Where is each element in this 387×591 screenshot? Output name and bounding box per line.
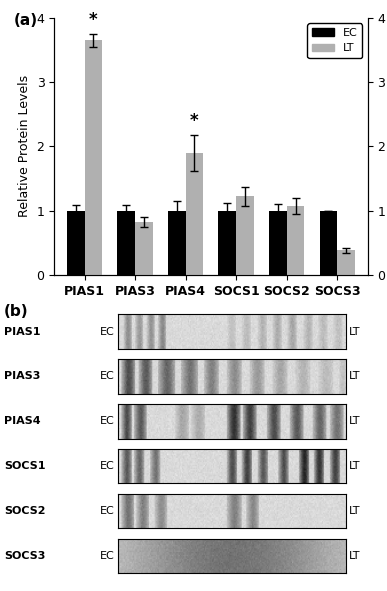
Bar (320, 210, 337, 275)
Y-axis label: Relative Protein Levels: Relative Protein Levels (18, 75, 31, 217)
Bar (135, 222, 153, 275)
Text: (b): (b) (4, 304, 29, 319)
Text: *: * (89, 11, 98, 28)
Text: LT: LT (349, 551, 361, 561)
Text: SOCS2: SOCS2 (4, 506, 45, 516)
Text: LT: LT (349, 327, 361, 336)
Text: SOCS1: SOCS1 (4, 462, 45, 471)
Bar (287, 206, 305, 275)
Text: PIAS1: PIAS1 (4, 327, 40, 336)
Bar (219, 210, 236, 275)
Bar (67, 210, 84, 275)
Bar (236, 196, 254, 275)
Text: EC: EC (99, 372, 114, 381)
Bar (337, 251, 355, 275)
Text: PIAS3: PIAS3 (4, 372, 40, 381)
Text: SOCS3: SOCS3 (4, 551, 45, 561)
Text: LT: LT (349, 462, 361, 471)
Text: EC: EC (99, 327, 114, 336)
Text: EC: EC (99, 417, 114, 426)
Bar (117, 210, 135, 275)
Text: PIAS4: PIAS4 (4, 417, 41, 426)
Text: EC: EC (99, 551, 114, 561)
Legend: EC, LT: EC, LT (307, 23, 362, 58)
Bar (269, 210, 287, 275)
Text: LT: LT (349, 506, 361, 516)
Text: EC: EC (99, 506, 114, 516)
Text: *: * (190, 112, 199, 129)
Bar (186, 152, 203, 275)
Bar (168, 210, 186, 275)
Text: EC: EC (99, 462, 114, 471)
Bar (84, 40, 102, 275)
Text: LT: LT (349, 417, 361, 426)
Text: LT: LT (349, 372, 361, 381)
Text: (a): (a) (14, 12, 38, 28)
